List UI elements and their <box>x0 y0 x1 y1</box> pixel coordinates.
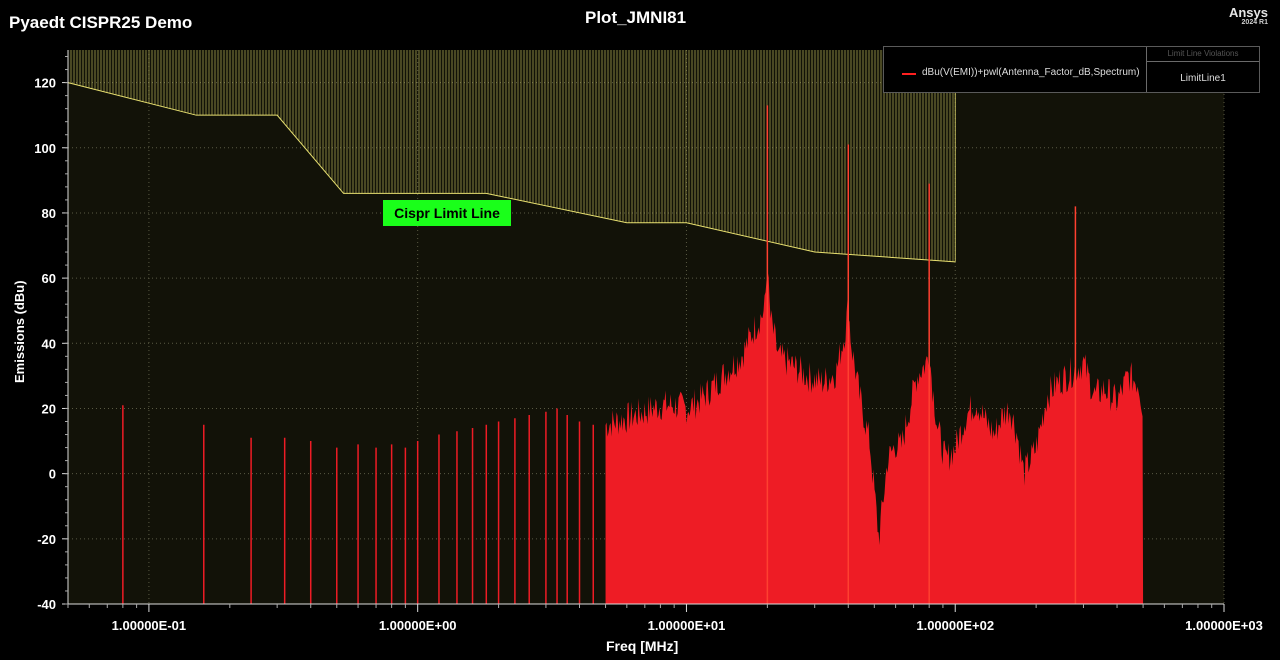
y-tick-label: 20 <box>42 401 56 416</box>
x-tick-label: 1.00000E+02 <box>916 618 994 633</box>
y-tick-label: 60 <box>42 271 56 286</box>
limit-line-annotation[interactable]: Cispr Limit Line <box>383 200 511 226</box>
spectrum-trace <box>122 105 1144 604</box>
ansys-logo: Ansys 2024 R1 <box>1229 6 1268 26</box>
x-tick-label: 1.00000E+01 <box>648 618 726 633</box>
x-axis-label: Freq [MHz] <box>606 638 679 654</box>
limit-line-name: LimitLine1 <box>1180 73 1226 84</box>
y-axis-label: Emissions (dBu) <box>12 280 27 383</box>
y-tick-label: 0 <box>49 467 56 482</box>
logo-version: 2024 R1 <box>1241 19 1268 26</box>
limit-violations-header: Limit Line Violations <box>1147 47 1259 62</box>
logo-brand: Ansys <box>1228 5 1268 20</box>
limit-line <box>67 82 956 263</box>
y-tick-label: 100 <box>34 141 56 156</box>
x-tick-label: 1.00000E+00 <box>379 618 457 633</box>
legend-row[interactable]: dBu(V(EMI))+pwl(Antenna_Factor_dB,Spectr… <box>884 47 1147 92</box>
x-tick-label: 1.00000E+03 <box>1185 618 1263 633</box>
y-tick-label: 120 <box>34 76 56 91</box>
legend[interactable]: dBu(V(EMI))+pwl(Antenna_Factor_dB,Spectr… <box>883 46 1260 93</box>
y-tick-label: -20 <box>37 532 56 547</box>
spectrum-fill <box>605 273 1144 604</box>
y-tick-label: 40 <box>42 336 56 351</box>
y-tick-label: -40 <box>37 597 56 612</box>
legend-swatch <box>902 73 916 75</box>
y-tick-label: 80 <box>42 206 56 221</box>
plot-title: Plot_JMNI81 <box>585 8 687 27</box>
x-tick-label: 1.00000E-01 <box>112 618 186 633</box>
app-title: Pyaedt CISPR25 Demo <box>9 13 193 32</box>
legend-entry: dBu(V(EMI))+pwl(Antenna_Factor_dB,Spectr… <box>922 67 1140 78</box>
